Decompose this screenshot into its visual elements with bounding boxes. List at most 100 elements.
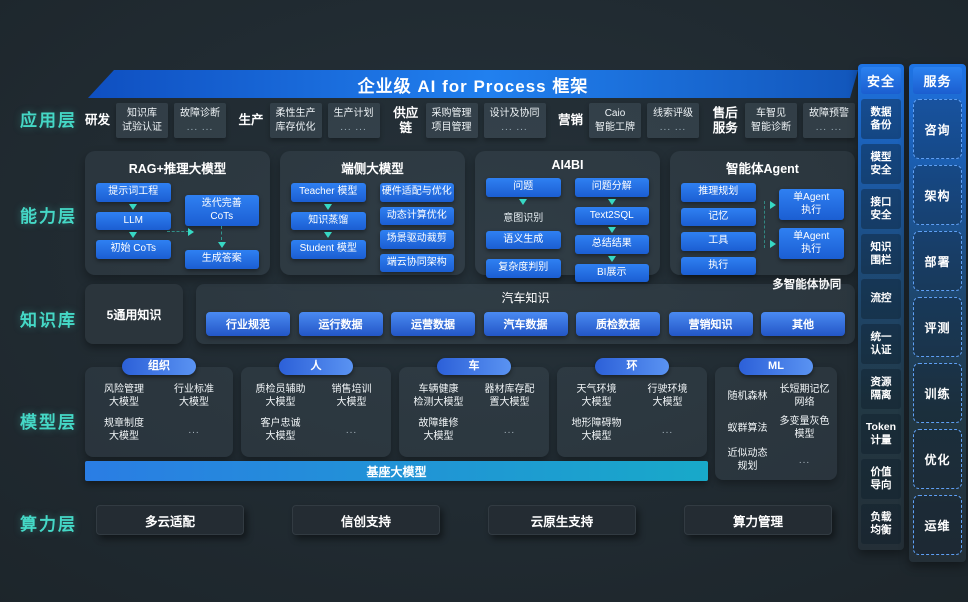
model-cell: 近似动态 规划	[727, 448, 768, 472]
security-item: 接口 安全	[861, 189, 901, 229]
knowledge-pill: 运行数据	[298, 312, 383, 336]
page-title: 企业级 AI for Process 框架	[357, 76, 589, 96]
model-cell: 车辆健康 检测大模型	[413, 384, 464, 408]
service-item: 运维	[913, 495, 962, 555]
app-domain-label: 研发	[85, 113, 111, 128]
security-item: 负载 均衡	[861, 504, 901, 544]
app-feature-box: 生产计划 ... ...	[327, 103, 380, 138]
arrow-down-icon	[607, 198, 616, 205]
step-box: 单Agent 执行	[778, 228, 844, 259]
model-cell: 行驶环境 大模型	[647, 384, 688, 408]
app-feature-box: 线索评级 ... ...	[647, 103, 699, 138]
capability-layer-row: RAG+推理大模型 提示词工程 LLM 初始 CoTs 迭代完善 CoTs 生成…	[85, 151, 855, 291]
edge-left-column: Teacher 模型 知识蒸馏 Student 模型	[291, 183, 366, 272]
card-body: Teacher 模型 知识蒸馏 Student 模型 硬件适配与优化 动态计算优…	[289, 183, 456, 272]
knowledge-pill: 质检数据	[576, 312, 660, 336]
step-box: 生成答案	[184, 250, 259, 269]
step-box: 动态计算优化	[379, 206, 454, 225]
step-box: 端云协同架构	[379, 253, 454, 272]
arrow-right-icon	[187, 228, 194, 236]
model-group-tag: 组织	[122, 358, 196, 375]
model-group-environment: 环 天气环境 大模型 行驶环境 大模型 地形障碍物 大模型 ...	[557, 358, 707, 457]
arrow-right-icon	[769, 239, 776, 248]
step-box: 单Agent 执行	[778, 189, 844, 220]
knowledge-pill: 汽车数据	[483, 312, 568, 336]
app-domain-label: 生产	[238, 113, 264, 128]
model-cell: 器材库存配 置大模型	[484, 384, 535, 408]
step-box: 迭代完善 CoTs	[184, 195, 259, 226]
base-model-bar: 基座大模型	[85, 461, 708, 481]
app-domain-label: 供应链	[393, 106, 419, 135]
ai4bi-right-column: 问题分解 Text2SQL 总结结果 BI展示	[574, 178, 649, 282]
compute-box: 信创支持	[292, 505, 440, 535]
card-body: 问题 意图识别 语义生成 复杂度判别 问题分解 Text2SQL 总结结果 BI…	[484, 178, 651, 282]
service-item: 部署	[913, 231, 962, 291]
step-box: 知识蒸馏	[291, 211, 366, 230]
automotive-knowledge-title: 汽车知识	[501, 291, 550, 305]
app-group-marketing: 营销 Caio 智能工牌 线索评级 ... ...	[558, 103, 699, 138]
app-feature-box: 知识库 试验认证	[116, 103, 169, 138]
step-box: BI展示	[574, 263, 649, 282]
service-item: 架构	[913, 165, 962, 225]
step-text: 意图识别	[503, 212, 544, 224]
security-column: 安全 数据 备份 模型 安全 接口 安全 知识 围栏 流控 统一 认证 资源 隔…	[858, 64, 904, 550]
layer-label-compute: 算力层	[20, 515, 77, 534]
card-title: 端侧大模型	[341, 162, 404, 176]
application-layer-row: 研发 知识库 试验认证 故障诊断 ... ... 生产 柔性生产 库存优化 生产计…	[85, 97, 855, 144]
app-group-supplychain: 供应链 采购管理 项目管理 设计及协同 ... ...	[392, 103, 546, 138]
card-rag-reasoning: RAG+推理大模型 提示词工程 LLM 初始 CoTs 迭代完善 CoTs 生成…	[85, 151, 270, 275]
app-group-aftersales: 售后服务 车智见 智能诊断 故障预警 ... ...	[711, 103, 855, 138]
app-domain-label: 售后服务	[712, 106, 738, 135]
model-cell: 长短期记忆 网络	[779, 384, 830, 408]
title-banner: 企业级 AI for Process 框架	[88, 70, 858, 98]
step-box: 记忆	[681, 207, 756, 226]
arrow-down-icon	[324, 232, 333, 238]
app-feature-box: 车智见 智能诊断	[744, 103, 797, 138]
arrow-down-icon	[324, 203, 333, 210]
model-cell: 质检员辅助 大模型	[255, 384, 306, 408]
step-box: 初始 CoTs	[96, 240, 171, 259]
edge-right-column: 硬件适配与优化 动态计算优化 场景驱动裁剪 端云协同架构	[379, 183, 454, 272]
compute-box: 多云适配	[96, 505, 244, 535]
app-domain-label: 营销	[557, 113, 583, 128]
app-feature-main: 设计及协同	[489, 108, 540, 119]
model-cell: 蚁群算法	[727, 422, 768, 434]
step-box: 问题分解	[574, 178, 649, 197]
app-feature-box: Caio 智能工牌	[589, 103, 641, 138]
compute-box: 云原生支持	[488, 505, 636, 535]
model-cell: 多变量灰色 模型	[779, 416, 830, 440]
step-box: 复杂度判别	[486, 259, 561, 278]
step-box: Text2SQL	[574, 206, 649, 225]
model-cell: 随机森林	[727, 390, 768, 402]
card-title: AI4BI	[551, 158, 584, 172]
services-header: 服务	[913, 67, 962, 94]
dashed-line	[221, 226, 223, 240]
service-item: 评测	[913, 297, 962, 357]
arrow-down-icon	[607, 255, 616, 262]
model-group-tag: 车	[437, 358, 511, 375]
app-feature-box: 采购管理 项目管理	[425, 103, 478, 138]
rag-right-column: 迭代完善 CoTs 生成答案	[184, 183, 259, 269]
compute-box: 算力管理	[684, 505, 832, 535]
ai4bi-left-column: 问题 意图识别 语义生成 复杂度判别	[486, 178, 561, 282]
model-group-people: 人 质检员辅助 大模型 销售培训 大模型 客户忠诚 大模型 ...	[241, 358, 391, 457]
agent-exec-row: 单Agent 执行	[769, 228, 844, 259]
card-body: 推理规划 记忆 工具 执行 单Agent 执行 单Agent 执行 多智能体协同	[679, 183, 846, 292]
step-box: 提示词工程	[96, 183, 171, 202]
knowledge-pill: 运营数据	[391, 312, 475, 336]
app-feature-more: ... ...	[340, 121, 367, 133]
app-group-production: 生产 柔性生产 库存优化 生产计划 ... ...	[239, 103, 380, 138]
app-group-rd: 研发 知识库 试验认证 故障诊断 ... ...	[85, 103, 227, 138]
card-ai4bi: AI4BI 问题 意图识别 语义生成 复杂度判别 问题分解 Text2SQL 总…	[475, 151, 660, 282]
step-box: 执行	[681, 256, 756, 275]
layer-label-knowledge: 知识库	[20, 311, 77, 330]
multi-agent-caption: 多智能体协同	[772, 279, 842, 291]
model-cell: 客户忠诚 大模型	[260, 418, 301, 442]
agent-left-column: 推理规划 记忆 工具 执行	[681, 183, 756, 292]
compute-layer-row: 多云适配 信创支持 云原生支持 算力管理	[96, 505, 832, 535]
step-box: Student 模型	[291, 240, 366, 259]
card-body: 提示词工程 LLM 初始 CoTs 迭代完善 CoTs 生成答案	[94, 183, 261, 269]
app-feature-box: 设计及协同 ... ...	[483, 103, 546, 138]
security-item: 流控	[861, 279, 901, 319]
app-feature-more: ... ...	[815, 121, 843, 133]
